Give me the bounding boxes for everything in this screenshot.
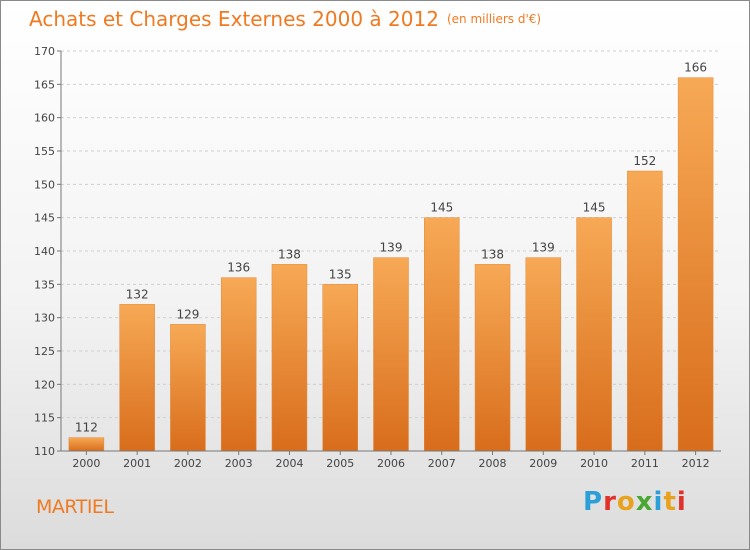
y-tick-label: 160 xyxy=(34,112,55,125)
y-tick-label: 135 xyxy=(34,278,55,291)
x-tick-label: 2012 xyxy=(682,457,710,470)
bar-2002 xyxy=(170,324,206,452)
x-tick-label: 2006 xyxy=(377,457,405,470)
value-label: 135 xyxy=(329,267,352,281)
value-label: 136 xyxy=(227,261,250,275)
x-tick-label: 2007 xyxy=(428,457,456,470)
value-label: 166 xyxy=(684,61,707,75)
y-tick-label: 150 xyxy=(34,178,55,191)
x-tick-label: 2005 xyxy=(326,457,354,470)
bar-2011 xyxy=(627,170,663,452)
chart-title: Achats et Charges Externes 2000 à 2012 (e… xyxy=(29,7,541,31)
x-tick-label: 2001 xyxy=(123,457,151,470)
y-tick-label: 140 xyxy=(34,245,55,258)
value-label: 129 xyxy=(176,307,199,321)
value-label: 145 xyxy=(430,201,453,215)
logo-letter: r xyxy=(603,487,617,517)
y-tick-label: 155 xyxy=(34,145,55,158)
x-tick-label: 2004 xyxy=(275,457,303,470)
x-tick-label: 2002 xyxy=(174,457,202,470)
value-label: 112 xyxy=(75,421,98,435)
logo-letter: i xyxy=(676,487,687,517)
x-tick-label: 2009 xyxy=(529,457,557,470)
value-label: 139 xyxy=(532,241,555,255)
bar-2004 xyxy=(271,264,308,452)
value-label: 145 xyxy=(583,201,606,215)
proxiti-logo: Proxiti xyxy=(583,487,687,517)
logo-letter: o xyxy=(616,487,636,517)
x-tick-label: 2003 xyxy=(225,457,253,470)
x-tick-label: 2010 xyxy=(580,457,608,470)
logo-letter: P xyxy=(583,487,604,517)
bar-2009 xyxy=(525,257,562,452)
x-tick-label: 2008 xyxy=(479,457,507,470)
y-tick-label: 165 xyxy=(34,78,55,91)
value-label: 138 xyxy=(481,247,504,261)
y-tick-label: 120 xyxy=(34,378,55,391)
value-label: 132 xyxy=(126,287,149,301)
y-tick-label: 170 xyxy=(34,45,55,58)
bar-2000 xyxy=(68,437,105,452)
bar-2012 xyxy=(677,77,714,452)
logo-letter: x xyxy=(635,487,654,517)
title-text: Achats et Charges Externes 2000 à 2012 xyxy=(29,7,439,31)
bar-2007 xyxy=(424,217,460,452)
y-tick-label: 110 xyxy=(34,445,55,458)
bar-2003 xyxy=(220,277,257,452)
bar-2005 xyxy=(322,284,358,452)
y-tick-label: 130 xyxy=(34,312,55,325)
y-tick-label: 145 xyxy=(34,212,55,225)
value-label: 152 xyxy=(633,154,656,168)
y-axis: 110 115 120 125 130 135 140 145 150 155 160 165 170 xyxy=(34,45,62,458)
logo-letter: i xyxy=(653,487,664,517)
value-label: 138 xyxy=(278,247,301,261)
bar-2010 xyxy=(576,217,612,452)
y-tick-label: 125 xyxy=(34,345,55,358)
logo-letter: t xyxy=(663,487,677,517)
x-tick-label: 2011 xyxy=(631,457,659,470)
city-name: MARTIEL xyxy=(36,496,114,518)
x-tick-label: 2000 xyxy=(72,457,100,470)
y-tick-label: 115 xyxy=(34,412,55,425)
bar-2008 xyxy=(474,264,511,452)
bars: 112 132 129 136 138 135 139 145 138 139 145 152 166 xyxy=(68,61,714,452)
bar-2006 xyxy=(373,257,409,452)
bar-2001 xyxy=(119,304,155,452)
x-axis: 2000 2001 2002 2003 2004 2005 2006 2007 2008 2009… xyxy=(61,450,721,470)
chart-subtitle: (en milliers d'€) xyxy=(446,12,542,26)
value-label: 139 xyxy=(380,241,403,255)
